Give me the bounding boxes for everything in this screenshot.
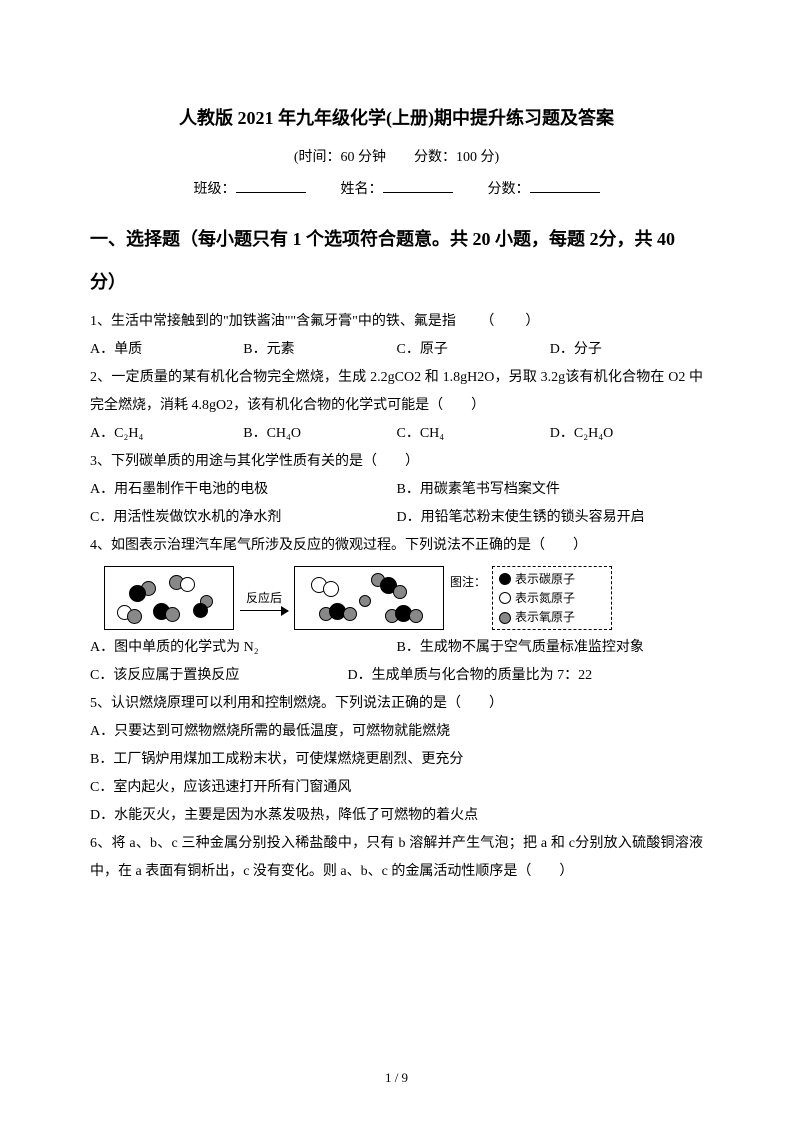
legend-n: 表示氮原子 xyxy=(499,589,605,608)
q5-opt-c: C．室内起火，应该迅速打开所有门窗通风 xyxy=(90,774,703,802)
q3-opt-d: D．用铅笔芯粉末使生锈的锁头容易开启 xyxy=(397,504,704,532)
q1-opt-a: A．单质 xyxy=(90,336,243,364)
n-atom-icon xyxy=(323,581,339,597)
q3-opt-c: C．用活性炭做饮水机的净水剂 xyxy=(90,504,397,532)
c-atom-icon xyxy=(193,603,208,618)
o-atom-icon xyxy=(127,609,142,624)
page-container: 人教版 2021 年九年级化学(上册)期中提升练习题及答案 (时间：60 分钟 … xyxy=(0,0,793,936)
n-atom-icon xyxy=(499,592,511,604)
legend-c-text: 表示碳原子 xyxy=(515,570,575,589)
arrow-icon xyxy=(240,610,288,612)
legend-c: 表示碳原子 xyxy=(499,570,605,589)
q1-options: A．单质 B．元素 C．原子 D．分子 xyxy=(90,336,703,364)
q2-options: A．C₂H₄ B．CH₄O C．CH₄ D．C₂H₄O xyxy=(90,420,703,448)
q3-text: 3、下列碳单质的用途与其化学性质有关的是（ ） xyxy=(90,448,703,476)
label-class: 班级： xyxy=(194,182,236,197)
q4-opt-a: A．图中单质的化学式为 N₂ xyxy=(90,634,397,662)
section-1-header: 一、选择题（每小题只有 1 个选项符合题意。共 20 小题，每题 2分，共 40… xyxy=(90,218,703,304)
product-box xyxy=(294,566,444,630)
q5-opt-b: B．工厂锅炉用煤加工成粉末状，可使煤燃烧更剧烈、更充分 xyxy=(90,746,703,774)
o-atom-icon xyxy=(165,607,180,622)
legend-o: 表示氧原子 xyxy=(499,608,605,627)
q1-opt-c: C．原子 xyxy=(397,336,550,364)
q1-paren: （ ） xyxy=(487,314,540,329)
o-atom-icon xyxy=(409,609,423,623)
q1-text: 1、生活中常接触到的"加铁酱油""含氟牙膏"中的铁、氟是指 xyxy=(90,314,456,329)
o-atom-icon xyxy=(343,607,357,621)
q4-opt-b: B．生成物不属于空气质量标准监控对象 xyxy=(397,634,704,662)
q5-opt-d: D．水能灭火，主要是因为水蒸发吸热，降低了可燃物的着火点 xyxy=(90,802,703,830)
blank-class xyxy=(236,179,306,193)
legend-label: 图注： xyxy=(450,570,486,594)
q3-opt-b: B．用碳素笔书写档案文件 xyxy=(397,476,704,504)
o-atom-icon xyxy=(499,612,511,624)
q1-opt-d: D．分子 xyxy=(550,336,703,364)
q1: 1、生活中常接触到的"加铁酱油""含氟牙膏"中的铁、氟是指 （ ） xyxy=(90,308,703,336)
label-name: 姓名： xyxy=(341,182,383,197)
legend-n-text: 表示氮原子 xyxy=(515,589,575,608)
q4-row2: C．该反应属于置换反应 D．生成单质与化合物的质量比为 7：22 xyxy=(90,662,703,690)
legend-o-text: 表示氧原子 xyxy=(515,608,575,627)
q5-opt-a: A．只要达到可燃物燃烧所需的最低温度，可燃物就能燃烧 xyxy=(90,718,703,746)
q4-opt-c: C．该反应属于置换反应 xyxy=(90,662,347,690)
reactant-box xyxy=(104,566,234,630)
doc-subtitle: (时间：60 分钟 分数：100 分) xyxy=(90,144,703,172)
blank-score xyxy=(530,179,600,193)
o-atom-icon xyxy=(393,585,407,599)
q5-text: 5、认识燃烧原理可以利用和控制燃烧。下列说法正确的是（ ） xyxy=(90,690,703,718)
q4-diagram: 反应后 图注： 表示碳原子 xyxy=(104,566,703,630)
arrow-label: 反应后 xyxy=(246,586,282,610)
blank-name xyxy=(383,179,453,193)
label-score: 分数： xyxy=(488,182,530,197)
c-atom-icon xyxy=(129,585,146,602)
doc-title: 人教版 2021 年九年级化学(上册)期中提升练习题及答案 xyxy=(90,100,703,136)
c-atom-icon xyxy=(499,573,511,585)
q3-row2: C．用活性炭做饮水机的净水剂 D．用铅笔芯粉末使生锈的锁头容易开启 xyxy=(90,504,703,532)
q4-row1: A．图中单质的化学式为 N₂ B．生成物不属于空气质量标准监控对象 xyxy=(90,634,703,662)
o-atom-icon xyxy=(359,595,371,607)
q3-opt-a: A．用石墨制作干电池的电极 xyxy=(90,476,397,504)
q2-opt-c: C．CH₄ xyxy=(397,420,550,448)
page-footer: 1 / 9 xyxy=(0,1070,793,1086)
q2-text: 2、一定质量的某有机化合物完全燃烧，生成 2.2gCO2 和 1.8gH2O，另… xyxy=(90,364,703,420)
q6-text: 6、将 a、b、c 三种金属分别投入稀盐酸中，只有 b 溶解并产生气泡；把 a … xyxy=(90,830,703,886)
q4-text: 4、如图表示治理汽车尾气所涉及反应的微观过程。下列说法不正确的是（ ） xyxy=(90,532,703,560)
n-atom-icon xyxy=(180,577,195,592)
q2-opt-d: D．C₂H₄O xyxy=(550,420,703,448)
q4-opt-d: D．生成单质与化合物的质量比为 7：22 xyxy=(347,662,703,690)
form-line: 班级： 姓名： 分数： xyxy=(90,176,703,204)
q1-opt-b: B．元素 xyxy=(243,336,396,364)
legend-box: 表示碳原子 表示氮原子 表示氧原子 xyxy=(492,566,612,630)
q3-row1: A．用石墨制作干电池的电极 B．用碳素笔书写档案文件 xyxy=(90,476,703,504)
arrow: 反应后 xyxy=(240,586,288,612)
q2-opt-b: B．CH₄O xyxy=(243,420,396,448)
q2-opt-a: A．C₂H₄ xyxy=(90,420,243,448)
